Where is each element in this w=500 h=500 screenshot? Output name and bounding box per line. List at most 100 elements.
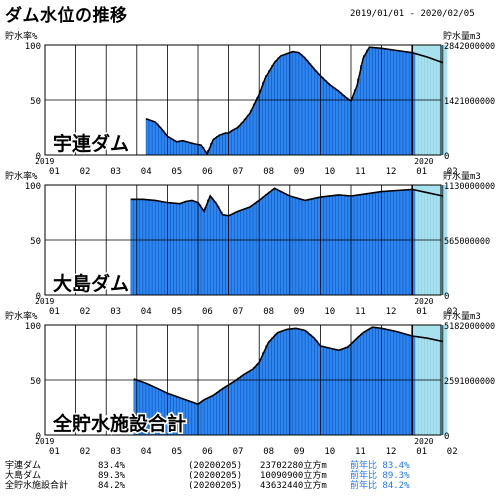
y-tick-left: 100: [25, 182, 41, 192]
data-bar: [424, 192, 428, 296]
x-tick-label: 10: [324, 447, 335, 457]
x-tick-label: 05: [171, 167, 182, 177]
data-bar: [311, 336, 315, 436]
data-bar: [418, 54, 422, 156]
data-bar: [262, 196, 266, 296]
data-bar: [289, 328, 294, 436]
data-bar: [433, 339, 437, 436]
data-bar: [418, 190, 422, 296]
data-bar: [262, 352, 266, 436]
data-bar: [185, 400, 189, 436]
data-bar: [390, 190, 395, 296]
x-tick-label: 11: [355, 307, 366, 317]
data-bar: [295, 328, 300, 436]
x-tick-label: 12: [386, 447, 397, 457]
data-bar: [179, 140, 183, 156]
x-tick-label: 10: [324, 307, 335, 317]
x-tick-label: 09: [294, 447, 305, 457]
x-tick-label: 07: [233, 167, 244, 177]
y-axis-label-right: 貯水量m3: [443, 310, 481, 322]
data-bar: [246, 207, 251, 296]
y-axis-label-left: 貯水率%: [5, 30, 38, 42]
data-bar: [301, 56, 306, 156]
data-bar: [347, 99, 352, 156]
data-bar: [326, 347, 330, 436]
data-bar: [360, 333, 364, 436]
data-bar: [154, 200, 159, 296]
data-bar: [338, 349, 342, 436]
data-bar: [173, 140, 177, 156]
data-bar: [332, 87, 336, 156]
data-bar: [130, 199, 134, 296]
date-range: 2019/01/01 - 2020/02/05: [350, 9, 475, 19]
y-tick-right: 2591000000: [444, 377, 495, 387]
data-bar: [161, 201, 165, 296]
summary-percent: 83.4%: [98, 461, 126, 471]
x-year-label: 2019: [35, 437, 54, 446]
x-tick-label: 04: [141, 307, 152, 317]
x-tick-label: 05: [171, 307, 182, 317]
data-bar: [289, 196, 294, 296]
data-bar: [216, 206, 220, 296]
x-tick-label: 11: [355, 447, 366, 457]
data-bar: [298, 198, 303, 296]
data-bar: [225, 215, 229, 296]
y-tick-right: 1130000000: [444, 182, 495, 192]
data-bar: [421, 337, 425, 436]
data-bar: [323, 346, 327, 436]
data-bar: [237, 210, 242, 296]
data-bar: [433, 59, 437, 156]
x-tick-label: 04: [141, 167, 152, 177]
data-bar: [399, 189, 404, 296]
data-bar: [158, 126, 162, 156]
data-bar: [268, 70, 272, 156]
data-bar: [436, 60, 440, 156]
y-tick-left: 50: [30, 237, 41, 247]
data-bar: [286, 329, 290, 436]
x-tick-label: 03: [110, 307, 121, 317]
x-tick-label: 06: [202, 447, 213, 457]
data-bar: [268, 340, 272, 436]
data-bar: [262, 81, 266, 156]
chart-name-label: 全貯水施設合計: [52, 412, 186, 435]
data-bar: [381, 48, 385, 156]
data-bar: [356, 194, 361, 296]
plot-frame: [44, 184, 442, 296]
data-bar: [415, 190, 419, 296]
summary-date: (20200205): [188, 481, 243, 491]
data-bar: [289, 51, 294, 156]
x-tick-label: 01: [416, 167, 427, 177]
data-bar: [427, 192, 431, 296]
data-bar: [246, 371, 251, 436]
data-bar: [145, 199, 150, 296]
data-bar: [320, 196, 324, 296]
data-bar: [167, 137, 171, 156]
data-bar: [384, 48, 388, 156]
x-tick-label: 09: [294, 167, 305, 177]
data-bar: [350, 97, 355, 156]
x-tick-label: 11: [355, 167, 366, 177]
y-tick-right: 0: [444, 152, 449, 162]
data-bar: [231, 381, 235, 436]
data-bar: [381, 328, 385, 436]
data-bar: [344, 195, 349, 296]
data-bar: [335, 349, 339, 436]
x-tick-label: 07: [233, 447, 244, 457]
data-bar: [240, 209, 245, 296]
data-bar: [234, 211, 238, 296]
data-bar: [277, 57, 281, 156]
data-bar: [259, 358, 263, 436]
data-bar: [360, 194, 364, 296]
y-axis-label-right: 貯水量m3: [443, 170, 481, 182]
data-bar: [393, 50, 398, 156]
data-bar: [372, 192, 376, 296]
y-tick-right: 5182000000: [444, 322, 495, 332]
data-bar: [283, 329, 287, 436]
page-title: ダム水位の推移: [5, 6, 128, 26]
data-bar: [280, 191, 284, 296]
chart-1: [44, 44, 448, 156]
data-bar: [329, 85, 333, 156]
data-bar: [154, 123, 159, 156]
data-bar: [191, 143, 196, 156]
